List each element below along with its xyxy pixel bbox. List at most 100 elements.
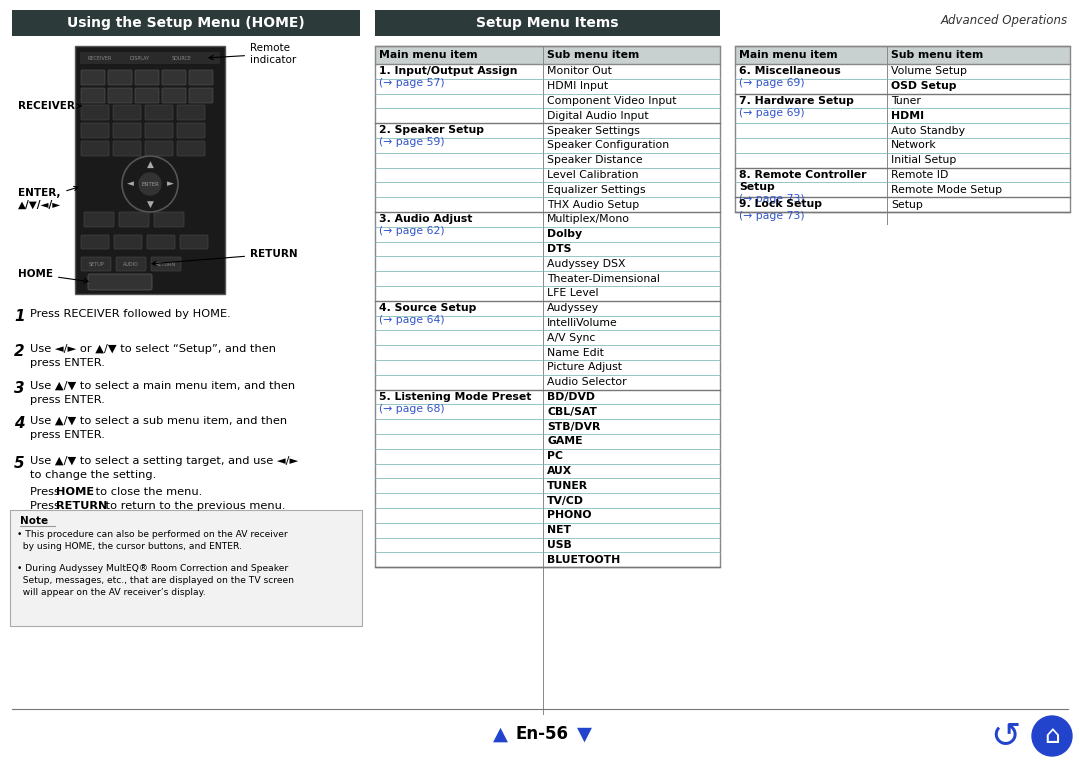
Text: Advanced Operations: Advanced Operations [941, 14, 1068, 27]
Text: 2. Speaker Setup: 2. Speaker Setup [379, 125, 484, 135]
Text: 9. Lock Setup: 9. Lock Setup [739, 199, 822, 209]
FancyBboxPatch shape [375, 153, 720, 167]
Text: En-56: En-56 [515, 725, 568, 743]
FancyBboxPatch shape [735, 64, 1070, 79]
Text: Multiplex/Mono: Multiplex/Mono [546, 215, 630, 225]
Text: Tuner: Tuner [891, 96, 921, 106]
FancyBboxPatch shape [10, 510, 362, 626]
Text: RECEIVER: RECEIVER [18, 101, 81, 111]
FancyBboxPatch shape [375, 478, 720, 494]
Text: IntelliVolume: IntelliVolume [546, 318, 618, 328]
FancyBboxPatch shape [80, 52, 220, 64]
FancyBboxPatch shape [375, 79, 720, 94]
FancyBboxPatch shape [375, 552, 720, 567]
Text: OSD Setup: OSD Setup [891, 81, 957, 91]
Text: to return to the previous menu.: to return to the previous menu. [102, 501, 285, 511]
FancyBboxPatch shape [375, 123, 720, 138]
FancyBboxPatch shape [735, 46, 1070, 64]
Text: 8. Remote Controller: 8. Remote Controller [739, 170, 866, 180]
FancyBboxPatch shape [375, 108, 720, 123]
Text: Network: Network [891, 141, 936, 151]
FancyBboxPatch shape [177, 141, 205, 156]
Text: Theater-Dimensional: Theater-Dimensional [546, 274, 660, 283]
FancyBboxPatch shape [375, 94, 720, 108]
Text: PHONO: PHONO [546, 510, 592, 520]
FancyBboxPatch shape [375, 301, 720, 316]
FancyBboxPatch shape [375, 212, 720, 227]
Text: Sub menu item: Sub menu item [546, 50, 639, 60]
Text: NET: NET [546, 525, 571, 536]
Text: Component Video Input: Component Video Input [546, 96, 676, 106]
Text: Sub menu item: Sub menu item [891, 50, 983, 60]
Text: Use ▲/▼ to select a main menu item, and then: Use ▲/▼ to select a main menu item, and … [30, 381, 295, 391]
Text: 2: 2 [14, 344, 25, 359]
FancyBboxPatch shape [154, 212, 184, 227]
Text: to close the menu.: to close the menu. [92, 487, 202, 497]
FancyBboxPatch shape [177, 123, 205, 138]
FancyBboxPatch shape [151, 257, 181, 271]
Text: Use ▲/▼ to select a setting target, and use ◄/►: Use ▲/▼ to select a setting target, and … [30, 456, 298, 466]
Text: 4. Source Setup: 4. Source Setup [379, 303, 476, 312]
Text: Picture Adjust: Picture Adjust [546, 362, 622, 372]
Text: Speaker Configuration: Speaker Configuration [546, 141, 670, 151]
FancyBboxPatch shape [87, 274, 152, 290]
Text: (→ page 64): (→ page 64) [379, 315, 445, 325]
Text: 4: 4 [14, 416, 25, 431]
Text: (→ page 73): (→ page 73) [739, 211, 805, 222]
Text: 1. Input/Output Assign: 1. Input/Output Assign [379, 66, 517, 76]
Text: Main menu item: Main menu item [739, 50, 838, 60]
Text: Note: Note [21, 516, 49, 526]
Text: STB/DVR: STB/DVR [546, 422, 600, 432]
FancyBboxPatch shape [375, 523, 720, 538]
FancyBboxPatch shape [12, 10, 360, 36]
Text: TV/CD: TV/CD [546, 496, 584, 506]
Text: Press: Press [30, 501, 64, 511]
Text: Auto Standby: Auto Standby [891, 125, 966, 135]
Text: Speaker Settings: Speaker Settings [546, 125, 639, 135]
Text: RECEIVER: RECEIVER [87, 56, 112, 60]
FancyBboxPatch shape [81, 141, 109, 156]
Text: SOURCE: SOURCE [172, 56, 192, 60]
Text: ▲: ▲ [147, 160, 153, 169]
Text: CBL/SAT: CBL/SAT [546, 406, 597, 417]
FancyBboxPatch shape [189, 70, 213, 85]
FancyBboxPatch shape [81, 257, 111, 271]
Text: LFE Level: LFE Level [546, 288, 598, 299]
Text: press ENTER.: press ENTER. [30, 430, 105, 440]
Circle shape [1032, 716, 1072, 756]
Text: Name Edit: Name Edit [546, 348, 604, 358]
Text: 3: 3 [14, 381, 25, 396]
Text: AUDIO: AUDIO [123, 261, 139, 267]
Text: Remote ID: Remote ID [891, 170, 948, 180]
FancyBboxPatch shape [375, 345, 720, 360]
FancyBboxPatch shape [108, 70, 132, 85]
Text: (→ page 57): (→ page 57) [379, 78, 445, 88]
Text: to change the setting.: to change the setting. [30, 470, 157, 480]
FancyBboxPatch shape [375, 183, 720, 197]
Text: HOME: HOME [18, 269, 89, 283]
Text: Remote
indicator: Remote indicator [210, 44, 296, 65]
Text: Level Calibration: Level Calibration [546, 170, 638, 180]
Text: ▼: ▼ [147, 199, 153, 209]
Text: 5. Listening Mode Preset: 5. Listening Mode Preset [379, 392, 531, 402]
FancyBboxPatch shape [145, 123, 173, 138]
Text: (→ page 69): (→ page 69) [739, 108, 805, 118]
FancyBboxPatch shape [135, 70, 159, 85]
Text: (→ page 73): (→ page 73) [739, 193, 805, 203]
FancyBboxPatch shape [735, 153, 1070, 167]
Text: HDMI Input: HDMI Input [546, 81, 608, 91]
Text: Audyssey: Audyssey [546, 303, 599, 313]
FancyBboxPatch shape [375, 375, 720, 390]
FancyBboxPatch shape [735, 167, 1070, 183]
FancyBboxPatch shape [119, 212, 149, 227]
Text: 3. Audio Adjust: 3. Audio Adjust [379, 214, 472, 224]
Text: Main menu item: Main menu item [379, 50, 477, 60]
FancyBboxPatch shape [375, 227, 720, 241]
FancyBboxPatch shape [75, 46, 225, 294]
Text: ENTER: ENTER [141, 182, 159, 186]
FancyBboxPatch shape [375, 257, 720, 271]
Text: ⌂: ⌂ [1044, 724, 1059, 748]
Text: Audyssey DSX: Audyssey DSX [546, 259, 625, 269]
Text: SETUP: SETUP [89, 261, 104, 267]
FancyBboxPatch shape [81, 88, 105, 103]
